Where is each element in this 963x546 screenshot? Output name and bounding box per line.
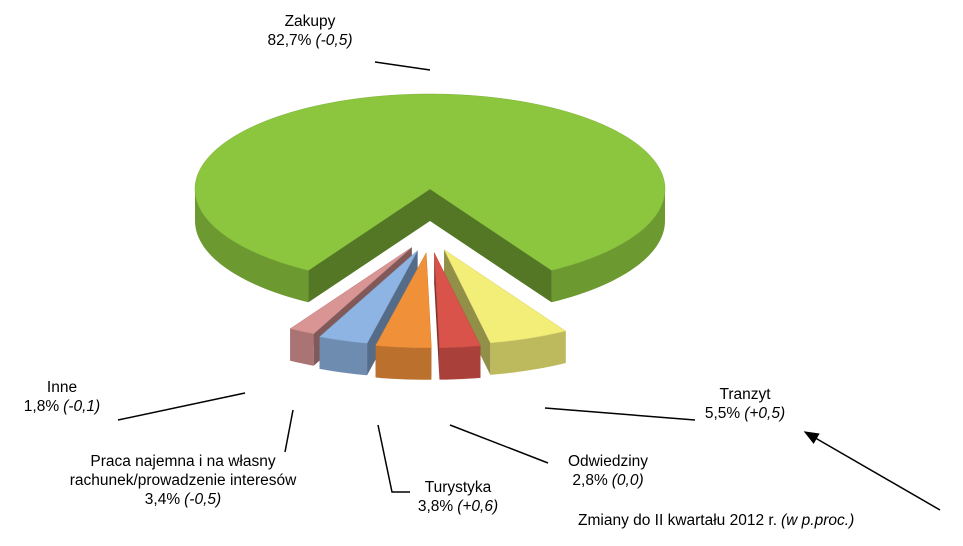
annotation-arrow <box>803 431 941 511</box>
slice-label: Zakupy 82,7% (-0,5) <box>268 12 353 50</box>
value-label: 1,8% <box>23 398 60 415</box>
slice-label: Turystyka 3,8% (+0,6) <box>418 478 498 516</box>
value-label: 82,7% <box>267 32 312 49</box>
leader-line <box>374 61 431 71</box>
slice-wall <box>308 189 430 303</box>
leader-line <box>377 424 410 493</box>
change-label: (-0,5) <box>315 32 353 49</box>
change-label: (+0,6) <box>457 498 499 515</box>
slice-side <box>319 336 368 376</box>
slice-side <box>439 345 481 380</box>
leader-line <box>544 407 696 421</box>
category-label: Turystyka <box>424 479 492 496</box>
value-label: 2,8% <box>572 472 608 489</box>
value-label: 3,4% <box>144 491 181 508</box>
change-label: (-0,5) <box>184 491 222 508</box>
value-label: 5,5% <box>704 405 741 422</box>
slice <box>318 250 418 344</box>
slice-wall <box>430 189 552 303</box>
slice-side <box>551 189 665 303</box>
category-label: Zakupy <box>284 13 336 30</box>
category-label: Odwiedziny <box>567 453 649 470</box>
value-label: 3,8% <box>417 498 454 515</box>
change-label: (-0,1) <box>63 398 101 415</box>
slice <box>194 93 666 271</box>
annotation: Zmiany do II kwartału 2012 r. (w p.proc.) <box>578 512 854 530</box>
slice-label: Inne 1,8% (-0,1) <box>24 378 100 416</box>
slice-label: Odwiedziny 2,8% (0,0) <box>568 452 648 490</box>
leader-line <box>284 409 294 453</box>
slice <box>443 249 567 344</box>
leader-line <box>117 392 246 421</box>
slice-side <box>290 328 314 366</box>
annotation-note: (w p.proc.) <box>781 512 855 529</box>
slice-label: Tranzyt 5,5% (+0,5) <box>705 385 785 423</box>
annotation-text: Zmiany do II kwartału 2012 r. <box>578 512 778 529</box>
slice <box>375 251 432 349</box>
slice-label: Praca najemna i na własny rachunek/prowa… <box>63 452 303 509</box>
pie <box>194 93 666 380</box>
slice-side <box>375 345 432 380</box>
category-label: Praca najemna i na własny rachunek/prowa… <box>69 453 297 489</box>
slice-wall <box>434 252 440 380</box>
category-label: Inne <box>46 379 78 396</box>
slice <box>289 247 412 335</box>
category-label: Tranzyt <box>719 386 771 403</box>
slice <box>434 252 481 348</box>
leader-line <box>449 424 549 464</box>
change-label: (0,0) <box>611 472 644 489</box>
slice-side <box>490 331 566 375</box>
change-label: (+0,5) <box>744 405 786 422</box>
slice-wall <box>290 247 412 361</box>
slice-side <box>195 189 309 303</box>
